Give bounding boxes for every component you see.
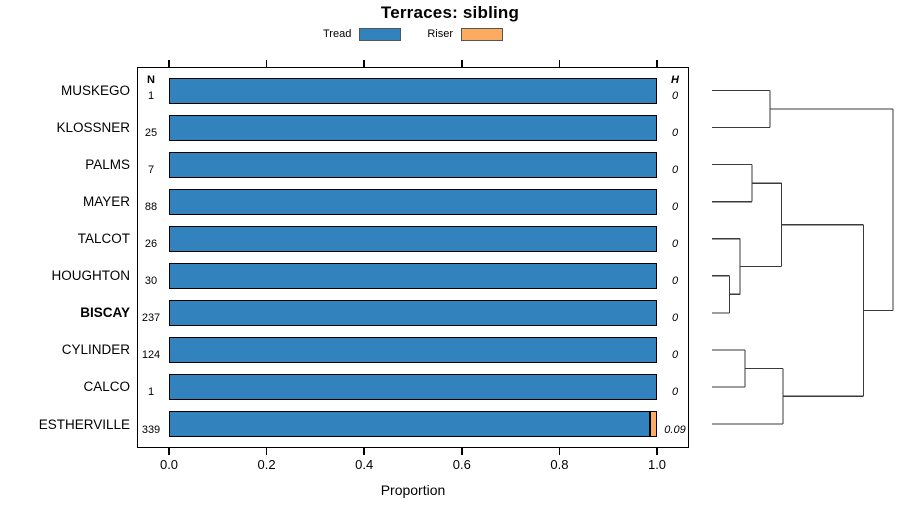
bar	[169, 373, 657, 400]
legend: Tread Riser	[137, 25, 689, 43]
n-column-header: N	[147, 74, 155, 86]
x-tick	[168, 448, 170, 455]
legend-item-riser: Riser	[427, 27, 503, 41]
h-value: 0	[671, 90, 679, 102]
bar-segment-tread	[169, 225, 657, 252]
n-value: 1	[147, 386, 155, 399]
n-value: 7	[147, 164, 155, 177]
h-value: 0	[671, 164, 679, 177]
h-value: 0	[671, 386, 679, 399]
x-tick-label: 0.8	[550, 457, 569, 472]
n-value: 30	[144, 275, 158, 288]
h-value: 0	[671, 312, 679, 325]
legend-label-riser: Riser	[427, 28, 453, 40]
legend-label-tread: Tread	[323, 28, 352, 40]
bar-segment-tread	[169, 151, 657, 178]
x-tick-top	[363, 60, 365, 67]
h-value: 0	[671, 201, 679, 214]
n-value: 124	[141, 349, 161, 362]
h-value: 0	[671, 349, 679, 362]
bar-segment-tread	[169, 411, 650, 438]
x-tick-label: 0.4	[355, 457, 374, 472]
x-tick	[656, 448, 658, 455]
n-value: 339	[141, 423, 161, 436]
x-tick-label: 1.0	[647, 457, 667, 472]
row-label: MAYER	[82, 194, 130, 210]
x-tick-top	[558, 60, 561, 67]
x-tick	[363, 448, 365, 455]
h-value: 0	[671, 127, 679, 140]
bar	[169, 77, 657, 104]
row-label: CYLINDER	[61, 342, 130, 358]
row-label: ESTHERVILLE	[38, 416, 130, 432]
bar-segment-tread	[169, 77, 657, 104]
bar-segment-tread	[169, 336, 657, 363]
x-tick-top	[168, 60, 170, 67]
bar-segment-tread	[169, 299, 657, 326]
n-value: 26	[144, 238, 158, 251]
bar	[169, 225, 657, 252]
n-value: 25	[144, 127, 158, 140]
row-label: TALCOT	[77, 231, 130, 247]
bar-segment-tread	[169, 373, 657, 400]
bar-segment-tread	[169, 114, 657, 141]
x-axis-label: Proportion	[380, 482, 446, 498]
bar	[169, 188, 657, 215]
n-value: 1	[147, 90, 155, 102]
h-value: 0	[671, 238, 679, 251]
n-value: 237	[141, 312, 161, 325]
row-label: CALCO	[83, 379, 130, 395]
n-value: 88	[144, 201, 158, 214]
x-tick-top	[461, 60, 463, 67]
legend-swatch-tread	[359, 27, 402, 41]
x-tick-label: 0.2	[257, 457, 276, 472]
row-label: KLOSSNER	[56, 120, 130, 136]
h-value: 0	[671, 275, 679, 288]
row-label: BISCAY	[80, 305, 130, 321]
h-value: 0.09	[664, 423, 686, 436]
legend-swatch-riser	[461, 27, 503, 41]
legend-item-tread: Tread	[323, 27, 402, 41]
x-tick	[558, 448, 561, 455]
x-tick	[461, 448, 463, 455]
bar-segment-riser	[649, 411, 657, 438]
bar	[169, 299, 657, 326]
bar	[169, 114, 657, 141]
bar	[169, 151, 657, 178]
h-column-header: H	[671, 74, 679, 86]
bar	[169, 262, 657, 289]
row-label: PALMS	[85, 157, 130, 173]
bar	[169, 411, 657, 438]
row-label: MUSKEGO	[60, 83, 130, 98]
x-tick	[265, 448, 268, 455]
bar-segment-tread	[169, 188, 657, 215]
x-tick-label: 0.0	[159, 457, 179, 472]
bar	[169, 336, 657, 363]
chart-title: Terraces: sibling	[380, 3, 520, 22]
row-label: HOUGHTON	[51, 268, 130, 284]
x-tick-top	[265, 60, 268, 67]
bar-segment-tread	[169, 262, 657, 289]
x-tick-label: 0.6	[452, 457, 471, 472]
x-tick-top	[656, 60, 658, 67]
